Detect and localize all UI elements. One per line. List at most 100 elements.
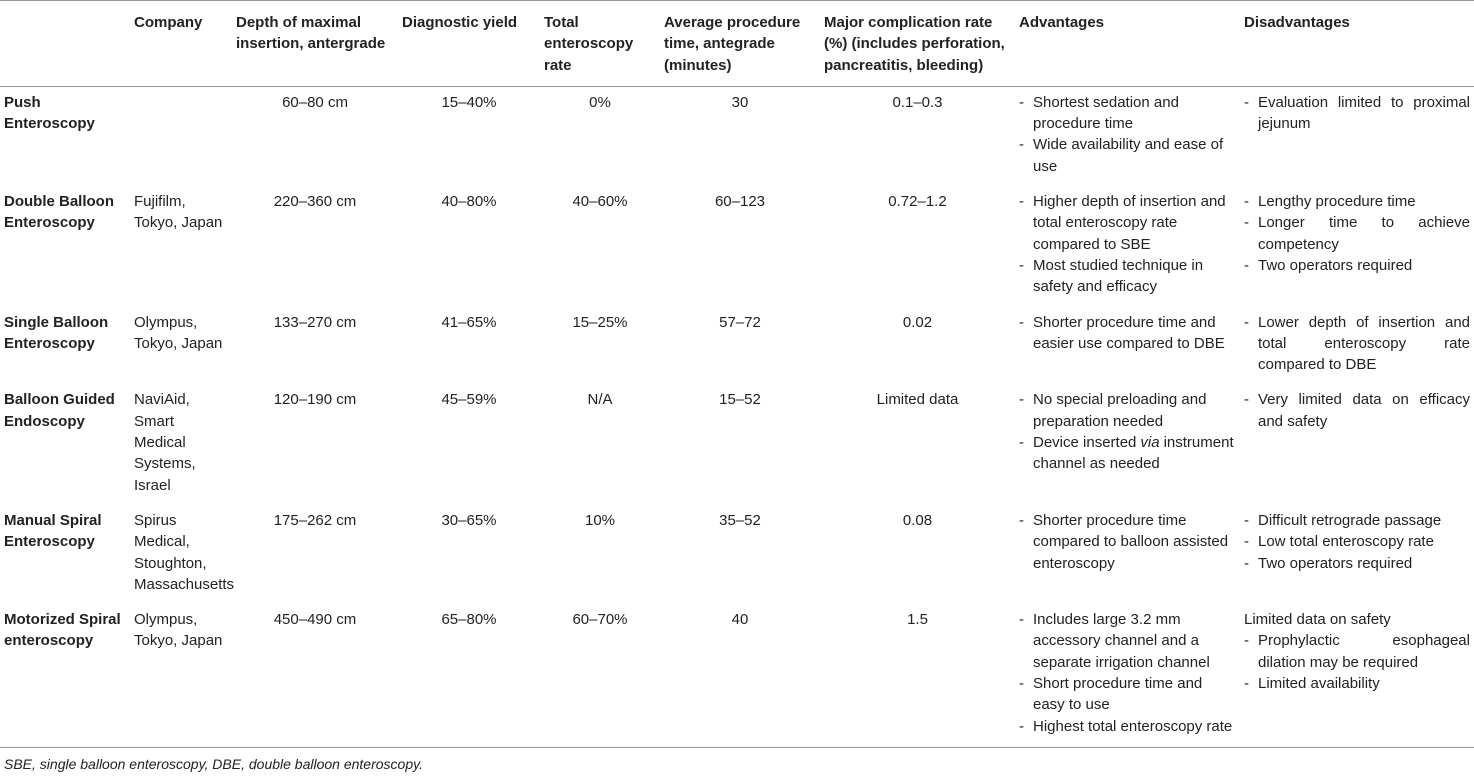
disadvantages: Lower depth of insertion and total enter…: [1240, 307, 1474, 385]
complication-cell: 1.5: [820, 604, 1015, 748]
comparison-table: Company Depth of maximal insertion, anter…: [0, 0, 1474, 748]
row-name: Motorized Spiral enteroscopy: [0, 604, 130, 748]
item-text: Includes large 3.2 mm accessory channel …: [1033, 611, 1210, 671]
item-text: Limited availability: [1258, 675, 1380, 693]
bullet-item: Higher depth of insertion and total ente…: [1019, 191, 1236, 255]
bullet-list: Evaluation limited to proximal jejunum: [1244, 92, 1470, 135]
bullet-item: Short procedure time and easy to use: [1019, 673, 1236, 716]
item-text: Device inserted: [1033, 434, 1137, 452]
header-row: Company Depth of maximal insertion, anter…: [0, 0, 1474, 87]
advantages: Shorter procedure time compared to ballo…: [1015, 505, 1240, 604]
time-cell: 15–52: [719, 391, 761, 409]
bullet-list: Shorter procedure time compared to ballo…: [1019, 510, 1236, 574]
table-row: Motorized Spiral enteroscopy Olympus, Tok…: [0, 604, 1474, 748]
bullet-list: Difficult retrograde passage Low total en…: [1244, 510, 1470, 574]
bullet-item: Difficult retrograde passage: [1244, 510, 1470, 532]
total-cell: N/A: [587, 391, 613, 409]
depth-cell: 120–190 cm: [273, 391, 357, 409]
advantages: No special preloading and preparation ne…: [1015, 384, 1240, 504]
disadvantages: Very limited data on efficacy and safety: [1240, 384, 1474, 504]
complication-cell: Limited data: [876, 391, 959, 409]
table-row: Double Balloon Enteroscopy Fujifilm, Toky…: [0, 186, 1474, 306]
item-text: Shortest sedation and procedure time: [1033, 93, 1179, 133]
bullet-item: Shortest sedation and procedure time: [1019, 92, 1236, 135]
bullet-item: Prophylactic esophageal dilation may be …: [1244, 630, 1470, 673]
advantages: Shorter procedure time and easier use co…: [1015, 307, 1240, 385]
header-cell: Major complication rate (%) (includes pe…: [820, 0, 1015, 87]
table-row: Balloon Guided Endoscopy NaviAid, Smart M…: [0, 384, 1474, 504]
depth-cell: 220–360 cm: [273, 193, 357, 211]
row-name: Balloon Guided Endoscopy: [4, 391, 115, 430]
bullet-item: Limited availability: [1244, 673, 1470, 695]
row-name: Double Balloon Enteroscopy: [4, 193, 114, 232]
time-cell: 35–52: [719, 511, 761, 529]
item-text: Short procedure time and easy to use: [1033, 675, 1203, 714]
yield-cell: 30–65%: [441, 511, 497, 529]
complication-cell: 0.72–1.2: [888, 193, 947, 211]
item-text: instrument channel as needed: [1033, 434, 1234, 473]
company: [130, 86, 232, 186]
item-text: Low total enteroscopy rate: [1258, 533, 1434, 551]
yield-cell: 45–59%: [441, 391, 497, 409]
disadvantages-lead: Limited data on safety: [1244, 611, 1391, 629]
item-text: Longer time to achieve competency: [1258, 214, 1470, 253]
bullet-item: Lengthy procedure time: [1244, 191, 1470, 213]
item-text: Prophylactic esophageal dilation may be …: [1258, 632, 1470, 671]
table-row: Push Enteroscopy 60–80 cm 15–40% 0% 30 0.1–0.…: [0, 86, 1474, 186]
bullet-item: Shorter procedure time and easier use co…: [1019, 312, 1236, 355]
company: Fujifilm, Tokyo, Japan: [134, 193, 223, 232]
depth-cell: 450–490 cm: [232, 604, 398, 748]
bullet-item: Most studied technique in safety and eff…: [1019, 255, 1236, 298]
depth-cell: 133–270 cm: [273, 313, 357, 331]
advantages: Shortest sedation and procedure timeWide…: [1015, 86, 1240, 186]
total-cell: 60–70%: [540, 604, 660, 748]
complication-cell: 0.1–0.3: [892, 93, 943, 111]
row-name: Single Balloon Enteroscopy: [4, 313, 109, 352]
bullet-item: Two operators required: [1244, 553, 1470, 575]
bullet-list: Lower depth of insertion and total enter…: [1244, 312, 1470, 376]
disadvantages: Difficult retrograde passage Low total en…: [1240, 505, 1474, 604]
bullet-item: Lower depth of insertion and total enter…: [1244, 312, 1470, 376]
time-cell: 40: [660, 604, 820, 748]
bullet-list: Higher depth of insertion and total ente…: [1019, 191, 1236, 297]
bullet-item: Two operators required: [1244, 255, 1470, 277]
item-text: Higher depth of insertion and total ente…: [1033, 193, 1226, 253]
item-text: Shorter procedure time and easier use co…: [1033, 313, 1225, 352]
item-text: Lengthy procedure time: [1258, 193, 1416, 211]
table-body: Push Enteroscopy 60–80 cm 15–40% 0% 30 0.1–0.…: [0, 86, 1474, 748]
disadvantages: Lengthy procedure time Longer time to ach…: [1240, 186, 1474, 306]
item-text: Highest total enteroscopy rate: [1033, 717, 1233, 735]
yield-cell: 40–80%: [441, 193, 497, 211]
company: Olympus, Tokyo, Japan: [134, 313, 223, 352]
table-row: Manual Spiral Enteroscopy Spirus Medical,…: [0, 505, 1474, 604]
time-cell: 60–123: [714, 193, 766, 211]
item-text: Very limited data on efficacy and safety: [1258, 391, 1470, 430]
header-cell: Diagnostic yield: [398, 0, 540, 87]
complication-cell: 0.08: [902, 511, 933, 529]
row-name: Push Enteroscopy: [4, 93, 95, 133]
company: NaviAid, Smart Medical Systems, Israel: [134, 391, 196, 494]
bullet-list: Very limited data on efficacy and safety: [1244, 389, 1470, 432]
table-row: Single Balloon Enteroscopy Olympus, Tokyo…: [0, 307, 1474, 385]
item-text: Evaluation limited to proximal jejunum: [1258, 93, 1470, 133]
bullet-item: Includes large 3.2 mm accessory channel …: [1019, 609, 1236, 673]
total-cell: 40–60%: [572, 193, 628, 211]
disadvantages: Limited data on safety Prophylactic esoph…: [1240, 604, 1474, 748]
item-text: Lower depth of insertion and total enter…: [1258, 313, 1470, 374]
bullet-list: Includes large 3.2 mm accessory channel …: [1019, 609, 1236, 737]
bullet-item: Longer time to achieve competency: [1244, 212, 1470, 255]
item-italic: via: [1140, 434, 1160, 452]
disadvantages: Evaluation limited to proximal jejunum: [1240, 86, 1474, 186]
total-cell: 0%: [589, 93, 611, 111]
item-text: Two operators required: [1258, 554, 1413, 572]
depth-cell: 60–80 cm: [282, 93, 348, 111]
company: Olympus, Tokyo, Japan: [130, 604, 232, 748]
bullet-item: Very limited data on efficacy and safety: [1244, 389, 1470, 432]
advantages: Includes large 3.2 mm accessory channel …: [1015, 604, 1240, 748]
bullet-item: Evaluation limited to proximal jejunum: [1244, 92, 1470, 135]
time-cell: 30: [731, 93, 749, 111]
header-cell: Depth of maximal insertion, antergrade: [232, 0, 398, 87]
yield-cell: 15–40%: [441, 93, 497, 111]
